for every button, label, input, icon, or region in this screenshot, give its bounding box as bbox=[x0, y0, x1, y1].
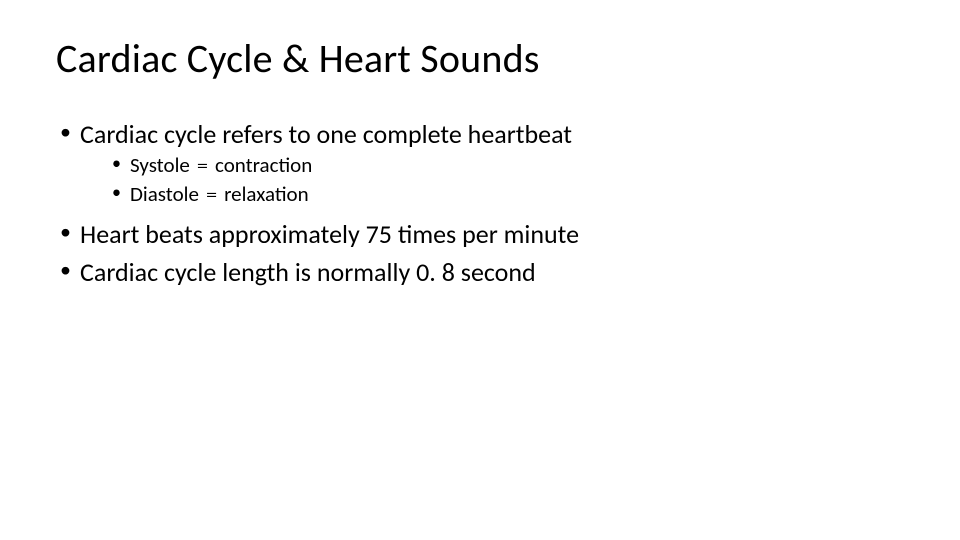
sub-term: Systole bbox=[130, 152, 190, 178]
sub-term: Diastole bbox=[130, 181, 199, 207]
equals-symbol: = bbox=[195, 154, 211, 178]
list-item: Heart beats approximately 75 times per m… bbox=[60, 218, 904, 251]
list-item-text: Heart beats approximately 75 times per m… bbox=[80, 218, 579, 250]
list-item-text: Cardiac cycle length is normally 0. 8 se… bbox=[80, 256, 536, 288]
slide: Cardiac Cycle & Heart Sounds Cardiac cyc… bbox=[0, 0, 960, 540]
equals-symbol: = bbox=[204, 183, 220, 207]
sub-bullet-list: Systole = contraction Diastole = relaxat… bbox=[80, 153, 904, 208]
list-item-text: Cardiac cycle refers to one complete hea… bbox=[80, 118, 572, 150]
list-item: Cardiac cycle refers to one complete hea… bbox=[60, 118, 904, 208]
bullet-list: Cardiac cycle refers to one complete hea… bbox=[56, 118, 904, 289]
list-item: Diastole = relaxation bbox=[112, 182, 904, 209]
sub-def: relaxation bbox=[224, 181, 309, 207]
list-item: Cardiac cycle length is normally 0. 8 se… bbox=[60, 256, 904, 289]
slide-title: Cardiac Cycle & Heart Sounds bbox=[56, 36, 904, 82]
list-item: Systole = contraction bbox=[112, 153, 904, 180]
sub-def: contraction bbox=[215, 152, 312, 178]
